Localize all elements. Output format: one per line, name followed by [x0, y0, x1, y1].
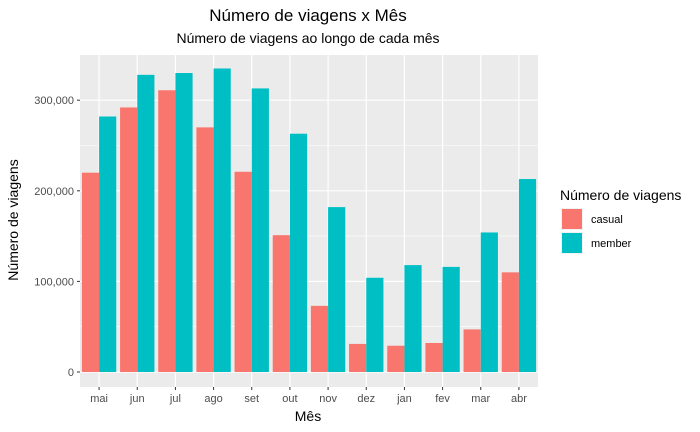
y-tick-label: 0: [68, 367, 74, 379]
plot-panel: [80, 55, 538, 387]
bar-casual-dez: [349, 343, 367, 372]
x-tick-label: mai: [90, 393, 108, 405]
bar-member-out: [289, 133, 308, 372]
x-tick-label: jan: [396, 393, 412, 405]
x-tick-label: abr: [511, 393, 527, 405]
bar-casual-jul: [158, 90, 176, 372]
x-tick-label: jul: [169, 393, 181, 405]
bar-casual-abr: [501, 272, 519, 372]
x-tick-label: fev: [435, 393, 450, 405]
x-tick-label: jun: [129, 393, 145, 405]
bar-casual-fev: [425, 343, 443, 372]
bar-casual-ago: [196, 127, 214, 372]
legend-key-casual: [562, 209, 582, 229]
legend-key-member: [562, 233, 582, 253]
bar-member-abr: [518, 179, 537, 372]
bar-casual-out: [272, 235, 290, 372]
bar-member-ago: [213, 68, 231, 373]
bar-member-set: [251, 88, 269, 372]
chart-subtitle: Número de viagens ao longo de cada mês: [176, 30, 439, 46]
x-tick-label: nov: [319, 393, 337, 405]
x-tick-label: ago: [204, 393, 222, 405]
x-tick-label: set: [244, 393, 259, 405]
bar-member-nov: [328, 207, 346, 372]
bar-casual-mai: [81, 172, 100, 372]
bar-member-fev: [442, 266, 460, 372]
bar-member-mai: [99, 116, 117, 373]
y-tick-label: 300,000: [34, 95, 74, 107]
x-tick-label: out: [282, 393, 297, 405]
legend-label-member: member: [591, 238, 632, 250]
bar-member-mar: [480, 232, 498, 372]
bar-member-jul: [175, 73, 193, 373]
grid-minor: [80, 145, 538, 328]
legend-title: Número de viagens: [560, 187, 681, 203]
x-tick-label: dez: [357, 393, 375, 405]
legend-label-casual: casual: [591, 214, 623, 226]
bar-casual-mar: [463, 329, 481, 372]
bar-casual-jan: [387, 345, 405, 372]
bar-member-jan: [404, 265, 422, 372]
legend: Número de viagens casual member: [560, 187, 681, 254]
x-axis-title: Mês: [295, 408, 321, 424]
bar-casual-nov: [310, 305, 329, 372]
bar-member-dez: [366, 277, 384, 372]
x-axis: mai jun jul ago set out nov dez jan fev mar abr: [90, 387, 527, 405]
y-tick-label: 100,000: [34, 276, 74, 288]
bar-casual-jun: [120, 107, 138, 372]
bar-casual-set: [234, 171, 252, 372]
y-axis: 0 100,000 200,000 300,000: [34, 95, 80, 379]
y-axis-title: Número de viagens: [5, 159, 21, 280]
bar-member-jun: [137, 74, 155, 372]
chart-title: Número de viagens x Mês: [209, 6, 406, 25]
y-tick-label: 200,000: [34, 186, 74, 198]
x-tick-label: mar: [471, 393, 490, 405]
bars: [81, 68, 537, 373]
